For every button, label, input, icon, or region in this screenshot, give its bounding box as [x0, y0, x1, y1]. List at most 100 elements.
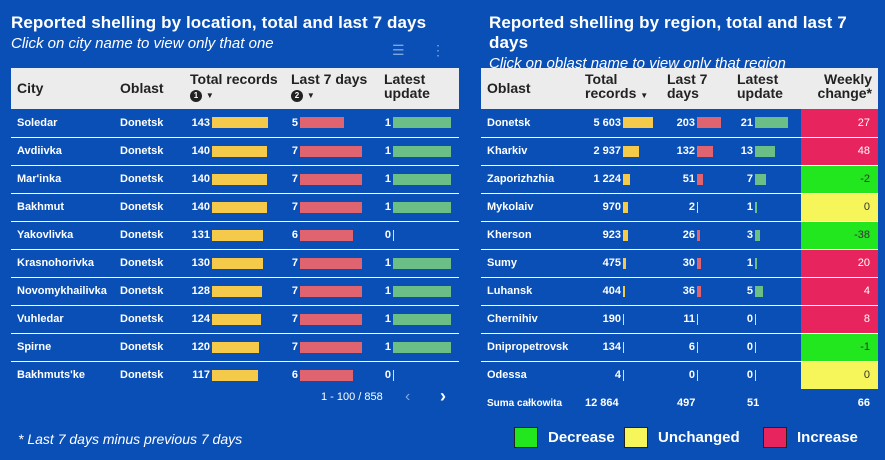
region-total-cell-value: 1 224	[593, 173, 621, 186]
weekly-change-cell: 0	[801, 192, 878, 221]
table-row[interactable]: Avdiivka Donetsk 140 7 1	[11, 136, 459, 165]
total-cell: 131	[184, 220, 285, 249]
table-row[interactable]: Bakhmut Donetsk 140 7 1	[11, 192, 459, 221]
sort-badge-2: 2	[291, 90, 303, 102]
sort-desc-icon: ▼	[205, 91, 214, 100]
city-name[interactable]: Mar'inka	[11, 164, 114, 193]
legend-item-unchanged: Unchanged	[624, 427, 740, 448]
col-total[interactable]: Total records 1 ▼	[184, 68, 285, 109]
region-name[interactable]: Luhansk	[481, 276, 579, 305]
latest-cell: 0	[378, 220, 459, 249]
col-region-oblast[interactable]: Oblast	[481, 68, 579, 109]
col-last7[interactable]: Last 7 days 2 ▼	[285, 68, 378, 109]
footnote: * Last 7 days minus previous 7 days	[18, 431, 243, 447]
table-row[interactable]: Zaporizhzhia 1 224 51 7 -2	[481, 164, 878, 193]
col-oblast[interactable]: Oblast	[114, 68, 184, 109]
pager-range: 1 - 100 / 858	[321, 391, 383, 403]
city-name[interactable]: Soledar	[17, 116, 58, 129]
table-row[interactable]: Novomykhailivka Donetsk 128 7 1	[11, 276, 459, 305]
table-row[interactable]: Yakovlivka Donetsk 131 6 0	[11, 220, 459, 249]
filter-icon[interactable]: ☰	[392, 42, 405, 58]
col-last7-label: Last 7 days	[291, 71, 368, 87]
legend-swatch	[514, 427, 538, 448]
sum-last7: 497	[677, 397, 696, 409]
region-name[interactable]: Kharkiv	[481, 136, 579, 165]
region-total-cell: 475	[579, 248, 661, 277]
col-latest[interactable]: Latest update	[378, 68, 459, 109]
city-name[interactable]: Yakovlivka	[11, 220, 114, 249]
table-row[interactable]: Luhansk 404 36 5 4	[481, 276, 878, 305]
city-name[interactable]: Vuhledar	[11, 304, 114, 333]
region-total-cell: 4	[579, 360, 661, 389]
table-row[interactable]: Kharkiv 2 937 132 13 48	[481, 136, 878, 165]
table-row[interactable]: Chernihiv 190 11 0 8	[481, 304, 878, 333]
last7-cell-bar	[300, 173, 362, 185]
city-name[interactable]: Avdiivka	[11, 136, 114, 165]
latest-cell-bar	[393, 313, 451, 325]
latest-cell-value: 0	[384, 229, 391, 242]
latest-cell-bar	[393, 201, 451, 213]
city-name[interactable]: Spirne	[11, 332, 114, 361]
region-name[interactable]: Mykolaiv	[481, 192, 579, 221]
table-row[interactable]: Donetsk 5 603 203 21 27	[481, 109, 878, 137]
pager-prev-icon[interactable]: ‹	[405, 388, 411, 405]
right-panel-header: Reported shelling by region, total and l…	[489, 13, 885, 72]
region-latest-cell: 7	[731, 164, 801, 193]
col-weekly-change[interactable]: Weekly change*	[801, 68, 878, 109]
region-last7-cell: 51	[661, 164, 731, 193]
total-cell-bar	[212, 145, 267, 157]
last7-cell: 7	[285, 248, 378, 277]
region-name[interactable]: Dnipropetrovsk	[481, 332, 579, 361]
sort-desc-icon: ▼	[306, 91, 315, 100]
table-row[interactable]: Dnipropetrovsk 134 6 0 -1	[481, 332, 878, 361]
total-cell-value: 140	[191, 145, 210, 158]
col-region-total[interactable]: Total records ▼	[579, 68, 661, 109]
legend-item-decrease: Decrease	[514, 427, 615, 448]
region-total-cell-bar	[623, 201, 628, 213]
last7-cell-value: 6	[291, 369, 298, 382]
table-row[interactable]: Sumy 475 30 1 20	[481, 248, 878, 277]
table-row[interactable]: Krasnohorivka Donetsk 130 7 1	[11, 248, 459, 277]
region-name[interactable]: Kherson	[481, 220, 579, 249]
total-cell-bar	[212, 369, 258, 381]
region-name[interactable]: Odessa	[481, 360, 579, 389]
legend-label: Unchanged	[658, 429, 740, 446]
pager-next-icon[interactable]: ›	[440, 386, 446, 406]
last7-cell-bar	[300, 145, 362, 157]
region-latest-cell-value: 0	[746, 369, 753, 382]
table-row[interactable]: Mykolaiv 970 2 1 0	[481, 192, 878, 221]
table-row[interactable]: Kherson 923 26 3 -38	[481, 220, 878, 249]
region-latest-cell-value: 13	[740, 145, 753, 158]
col-city[interactable]: City	[11, 68, 114, 109]
region-name[interactable]: Zaporizhzhia	[481, 164, 579, 193]
region-name[interactable]: Donetsk	[487, 116, 531, 129]
region-name[interactable]: Chernihiv	[481, 304, 579, 333]
total-cell-bar	[212, 229, 263, 241]
more-vert-icon[interactable]: ⋮	[431, 42, 445, 58]
region-total-cell: 1 224	[579, 164, 661, 193]
region-last7-cell-value: 6	[688, 341, 695, 354]
table-row[interactable]: Mar'inka Donetsk 140 7 1	[11, 164, 459, 193]
oblast-name: Donetsk	[114, 192, 184, 221]
table-row[interactable]: Bakhmuts'ke Donetsk 117 6 0	[11, 360, 459, 389]
total-cell: 120	[184, 332, 285, 361]
city-name[interactable]: Novomykhailivka	[11, 276, 114, 305]
table-row[interactable]: Odessa 4 0 0 0	[481, 360, 878, 389]
region-latest-cell-bar	[755, 341, 756, 353]
latest-cell: 1	[378, 136, 459, 165]
table-row[interactable]: Soledar Donetsk 143 5 1	[11, 109, 459, 137]
total-cell-value: 131	[191, 229, 210, 242]
region-name[interactable]: Sumy	[481, 248, 579, 277]
region-latest-cell-bar	[755, 201, 757, 213]
last7-cell: 6	[285, 220, 378, 249]
table-row[interactable]: Spirne Donetsk 120 7 1	[11, 332, 459, 361]
region-latest-cell-value: 0	[746, 341, 753, 354]
region-total-cell-bar	[623, 285, 625, 297]
table-row[interactable]: Vuhledar Donetsk 124 7 1	[11, 304, 459, 333]
city-name[interactable]: Bakhmut	[11, 192, 114, 221]
city-name[interactable]: Krasnohorivka	[11, 248, 114, 277]
col-region-latest[interactable]: Latest update	[731, 68, 801, 109]
city-name[interactable]: Bakhmuts'ke	[11, 360, 114, 389]
col-region-last7[interactable]: Last 7 days	[661, 68, 731, 109]
last7-cell: 6	[285, 360, 378, 389]
